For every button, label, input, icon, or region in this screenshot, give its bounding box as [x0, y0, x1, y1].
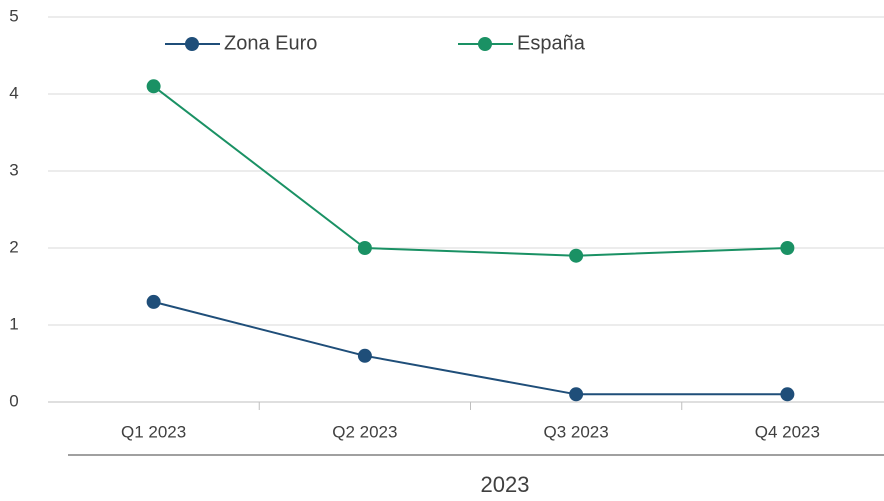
- series-line: [153, 85, 788, 257]
- y-tick-label: 4: [9, 83, 18, 102]
- legend-label: España: [517, 32, 586, 54]
- y-tick-label: 1: [9, 314, 18, 333]
- x-tick-label: Q2 2023: [332, 422, 397, 441]
- marker: [780, 387, 795, 402]
- y-tick-label: 3: [9, 160, 18, 179]
- y-tick-label: 2: [9, 237, 18, 256]
- marker: [780, 241, 795, 255]
- y-tick-label: 5: [9, 6, 18, 25]
- legend-marker: [185, 37, 199, 51]
- series-line: [153, 300, 788, 396]
- marker: [357, 348, 372, 363]
- x-tick-label: Q3 2023: [544, 422, 609, 441]
- marker: [146, 79, 161, 94]
- x-tick-label: Q4 2023: [755, 422, 820, 441]
- x-tick-label: Q1 2023: [121, 422, 186, 441]
- legend-label: Zona Euro: [224, 32, 317, 54]
- legend-marker: [478, 37, 492, 51]
- marker: [569, 248, 584, 263]
- y-tick-label: 0: [9, 391, 18, 410]
- group-label: 2023: [481, 472, 530, 496]
- marker: [357, 241, 372, 255]
- marker: [569, 387, 584, 402]
- marker: [146, 294, 161, 309]
